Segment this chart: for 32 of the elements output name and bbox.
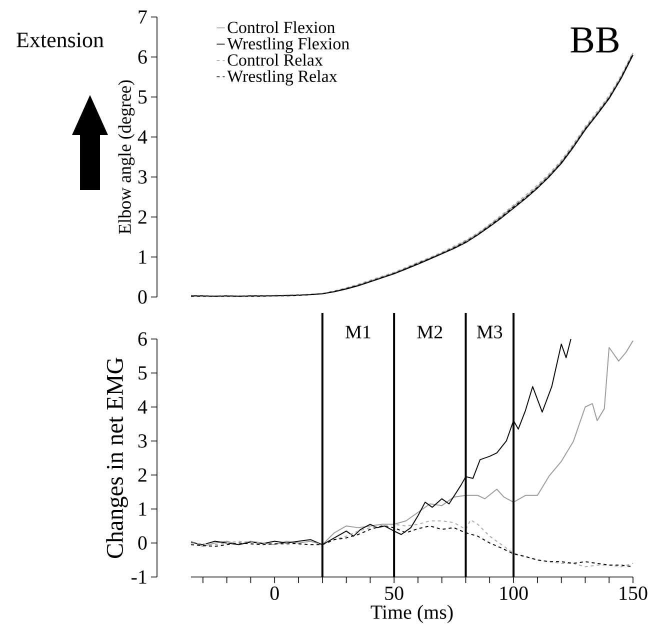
y-tick-label: 3 (138, 170, 147, 184)
y-tick-label: 4 (138, 130, 148, 144)
y-tick-label: 6 (138, 332, 147, 346)
annotation: BB (570, 27, 618, 52)
y-tick-label: 5 (138, 90, 147, 104)
y-tick-label: 1 (139, 502, 146, 516)
x-tick-label: 150 (620, 586, 648, 600)
y-tick-label: 2 (138, 210, 146, 224)
legend-label: Wrestling Relax (227, 70, 338, 86)
text: M3 (477, 326, 502, 338)
legend-label: Wrestling Flexion (227, 37, 350, 53)
y-tick-label: 0 (138, 536, 147, 550)
y-tick-label: 0 (138, 290, 147, 304)
y-tick-label: 7 (138, 10, 147, 24)
legend-label: Control Relax (228, 54, 323, 66)
y-axis-title: Elbow angle (degree) (118, 80, 135, 234)
y-axis-title: Changes in net EMG (106, 358, 128, 558)
x-tick-label: 50 (385, 586, 404, 600)
y-tick-label: -1 (132, 570, 146, 584)
text: Extension (16, 32, 104, 48)
y-tick-label: 4 (138, 400, 148, 414)
y-tick-label: 1 (139, 250, 146, 264)
y-tick-label: 6 (138, 50, 147, 64)
x-tick-label: 100 (500, 586, 528, 600)
text: M2 (417, 326, 442, 338)
text: M1 (346, 326, 370, 338)
y-tick-label: 3 (138, 434, 147, 448)
y-tick-label: 2 (138, 468, 146, 482)
legend-label: Control Flexion (228, 21, 336, 34)
x-tick-label: 0 (270, 586, 279, 600)
y-tick-label: 5 (138, 366, 147, 380)
x-axis-title: Time (ms) (370, 604, 453, 624)
